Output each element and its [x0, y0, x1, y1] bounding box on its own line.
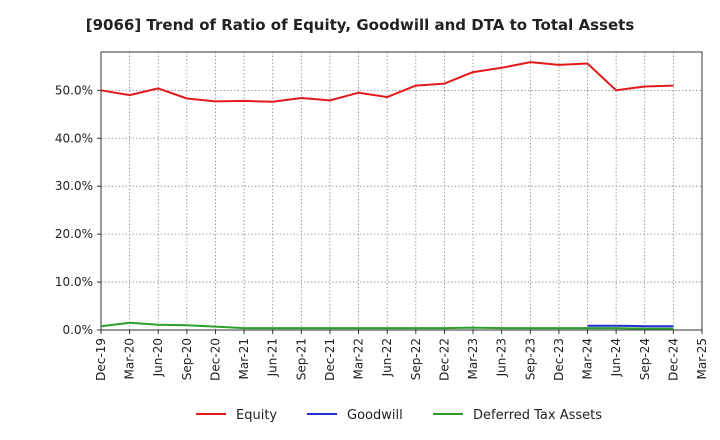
y-tick-label: 40.0%	[55, 131, 93, 145]
x-tick-label: Jun-24	[609, 338, 623, 377]
y-tick-label: 20.0%	[55, 227, 93, 241]
series-lines	[100, 61, 674, 330]
plot-area	[100, 51, 703, 331]
x-tick-label: Jun-21	[266, 338, 280, 377]
legend: Equity Goodwill Deferred Tax Assets	[196, 408, 602, 423]
x-tick-label: Sep-21	[294, 338, 308, 380]
x-tick-label: Sep-22	[409, 338, 423, 380]
legend-label: Deferred Tax Assets	[473, 408, 602, 423]
x-tick-label: Jun-22	[380, 338, 394, 377]
x-tick-label: Mar-20	[123, 338, 137, 379]
y-tick-label: 50.0%	[55, 83, 93, 97]
x-tick-label: Mar-23	[466, 338, 480, 379]
x-tick-label: Sep-23	[523, 338, 537, 380]
x-tick-label: Jun-23	[495, 338, 509, 377]
x-tick-label: Dec-21	[323, 338, 337, 381]
y-axis: 0.0% 10.0% 20.0% 30.0% 40.0% 50.0%	[55, 83, 101, 337]
legend-label: Equity	[236, 408, 277, 423]
x-axis: Dec-19 Mar-20 Jun-20 Sep-20 Dec-20 Mar-21 Jun-…	[94, 330, 709, 381]
x-tick-label: Mar-24	[581, 338, 595, 379]
x-tick-label: Sep-24	[638, 338, 652, 380]
x-tick-label: Dec-19	[94, 338, 108, 381]
x-tick-label: Jun-20	[151, 338, 165, 377]
y-tick-label: 30.0%	[55, 179, 93, 193]
x-tick-label: Dec-20	[208, 338, 222, 381]
legend-item-equity: Equity	[196, 408, 277, 423]
x-tick-label: Dec-23	[552, 338, 566, 381]
grid	[101, 52, 702, 331]
series-line-equity	[100, 61, 674, 103]
series-line-deferred-tax-assets	[100, 321, 674, 330]
x-tick-label: Mar-21	[237, 338, 251, 379]
legend-item-goodwill: Goodwill	[307, 408, 403, 423]
x-tick-label: Dec-22	[437, 338, 451, 381]
x-tick-label: Dec-24	[666, 338, 680, 381]
legend-label: Goodwill	[347, 408, 403, 423]
series-line-goodwill	[587, 324, 674, 328]
x-tick-label: Mar-25	[695, 338, 709, 379]
legend-item-deferred-tax-assets: Deferred Tax Assets	[433, 408, 602, 423]
chart-title: [9066] Trend of Ratio of Equity, Goodwil…	[86, 16, 635, 34]
y-tick-label: 10.0%	[55, 275, 93, 289]
x-tick-label: Mar-22	[352, 338, 366, 379]
x-tick-label: Sep-20	[180, 338, 194, 380]
y-tick-label: 0.0%	[63, 323, 94, 337]
